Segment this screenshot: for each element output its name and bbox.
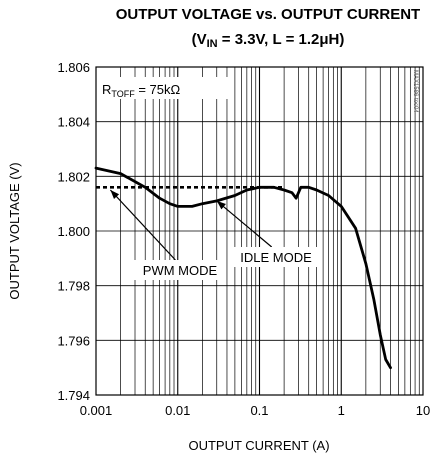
svg-text:RTOFF = 75kΩ: RTOFF = 75kΩ: [102, 82, 181, 99]
condition-label: RTOFF = 75kΩ: [100, 77, 228, 99]
y-tick-label: 1.806: [57, 60, 90, 75]
chart-subtitle: (VIN = 3.3V, L = 1.2μH): [192, 31, 345, 50]
corner-code: MAX1586 toc04: [412, 70, 418, 113]
x-axis-label: OUTPUT CURRENT (A): [188, 438, 329, 453]
series-layer: [94, 166, 392, 370]
annotation-leader-line: [109, 189, 176, 261]
annotation-pwm-mode: PWM MODE: [109, 189, 226, 280]
y-tick-label: 1.802: [57, 169, 90, 184]
chart-title: OUTPUT VOLTAGE vs. OUTPUT CURRENT: [116, 6, 420, 23]
y-tick-label: 1.804: [57, 115, 90, 130]
x-tick-label: 1: [338, 403, 345, 418]
y-tick-label: 1.794: [57, 388, 90, 403]
annotation-idle-mode: IDLE MODE: [216, 200, 319, 267]
annotation-arrowhead: [216, 200, 226, 210]
annotation-text: PWM MODE: [143, 263, 218, 278]
y-tick-label: 1.800: [57, 224, 90, 239]
y-tick-label: 1.796: [57, 333, 90, 348]
annotation-text: IDLE MODE: [240, 250, 312, 265]
grid-lines: [96, 67, 423, 395]
x-tick-label: 10: [416, 403, 430, 418]
series-line-idle-mode: [94, 166, 392, 370]
annotation-background: [134, 260, 226, 280]
y-axis-label: OUTPUT VOLTAGE (V): [7, 162, 22, 299]
plot-frame: [95, 66, 424, 396]
annotation-background: [233, 247, 319, 267]
x-tick-labels: 0.001 0.01 0.1 1 10: [80, 403, 430, 418]
annotation-leader-line: [216, 200, 273, 248]
x-tick-label: 0.001: [80, 403, 113, 418]
y-tick-label: 1.798: [57, 279, 90, 294]
annotation-arrowhead: [110, 190, 120, 199]
x-tick-label: 0.1: [250, 403, 268, 418]
annotations: PWM MODE IDLE MODE: [109, 189, 319, 280]
y-tick-labels: 1.794 1.796 1.798 1.800 1.802 1.804 1.806: [57, 60, 90, 403]
x-tick-label: 0.01: [165, 403, 190, 418]
